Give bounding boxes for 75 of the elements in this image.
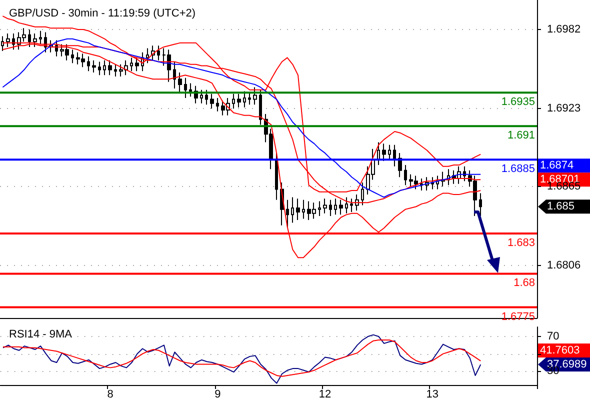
candlestick: [382, 143, 386, 162]
text: 1.685: [547, 200, 575, 213]
candlestick: [205, 89, 208, 106]
ref-line-label: 1.6935: [501, 96, 535, 108]
x-tick-label: 13: [426, 388, 438, 400]
x-tick-label: 12: [318, 388, 332, 400]
ref-line-label: 1.691: [507, 130, 535, 142]
candlestick: [184, 77, 187, 98]
candlestick: [377, 142, 380, 166]
candlestick: [350, 198, 353, 212]
candlestick: [189, 82, 192, 98]
ref-line-label: 1.6885: [501, 163, 535, 176]
candlestick: [420, 178, 423, 192]
candlestick: [157, 45, 160, 61]
candlestick: [404, 164, 407, 186]
candlestick: [28, 29, 31, 48]
candlestick: [296, 198, 300, 221]
candlestick: [259, 89, 262, 126]
candlestick: [318, 200, 321, 217]
candlestick: [135, 57, 139, 72]
candlestick: [479, 192, 482, 217]
candlestick: [431, 176, 434, 190]
candlestick: [323, 198, 327, 214]
candlestick: [108, 60, 112, 76]
candlestick: [329, 199, 332, 217]
candlestick: [345, 196, 348, 214]
candlestick: [334, 198, 337, 216]
ref-line-label: 1.68: [514, 277, 535, 290]
candlestick: [388, 144, 391, 160]
candlestick: [87, 56, 90, 72]
candlestick: [200, 89, 203, 104]
candlestick: [114, 64, 117, 77]
candlestick: [1, 36, 4, 52]
candlestick: [71, 49, 74, 64]
candlestick: [232, 93, 235, 110]
candlestick: [33, 33, 37, 48]
candlestick: [146, 48, 149, 64]
candlestick: [98, 61, 101, 76]
chart-title: RSI14 - 9MA: [9, 328, 73, 340]
candlestick: [286, 199, 289, 229]
candlestick: [253, 86, 257, 106]
candlestick: [275, 152, 278, 200]
ref-line-label: 1.683: [507, 236, 535, 249]
candlestick: [92, 60, 96, 73]
candlestick: [173, 61, 176, 90]
line-series: [2, 339, 482, 377]
candlestick: [103, 60, 106, 76]
y-tick-label: 30: [547, 365, 560, 378]
candlestick: [216, 97, 219, 112]
candlestick: [6, 33, 10, 48]
y-tick-label: 1.6806: [547, 260, 581, 272]
candlestick: [339, 199, 343, 216]
text: 1.6874: [540, 160, 574, 172]
candlestick: [130, 57, 133, 72]
candlestick: [393, 144, 396, 167]
candlestick: [243, 90, 246, 108]
candlestick: [463, 166, 466, 182]
candlestick: [55, 40, 58, 57]
x-tick-label: 9: [214, 388, 221, 400]
candlestick: [291, 196, 294, 224]
candlestick: [436, 175, 439, 190]
y-tick-label: 1.6923: [547, 102, 581, 115]
x-tick-label: 8: [107, 388, 114, 400]
y-tick-label: 1.6982: [547, 24, 581, 36]
candlestick: [39, 30, 42, 45]
candlestick: [178, 72, 182, 94]
candlestick: [12, 33, 15, 50]
candlestick: [248, 92, 251, 106]
candlestick: [237, 93, 241, 108]
text: 41.7603: [540, 344, 580, 356]
candlestick: [361, 182, 364, 206]
candlestick: [210, 93, 214, 110]
text: GBP/USD - 30min - 11:19:59 (UTC+2): [9, 8, 196, 20]
y-tick-label: 70: [547, 330, 560, 343]
candlestick: [302, 199, 305, 220]
